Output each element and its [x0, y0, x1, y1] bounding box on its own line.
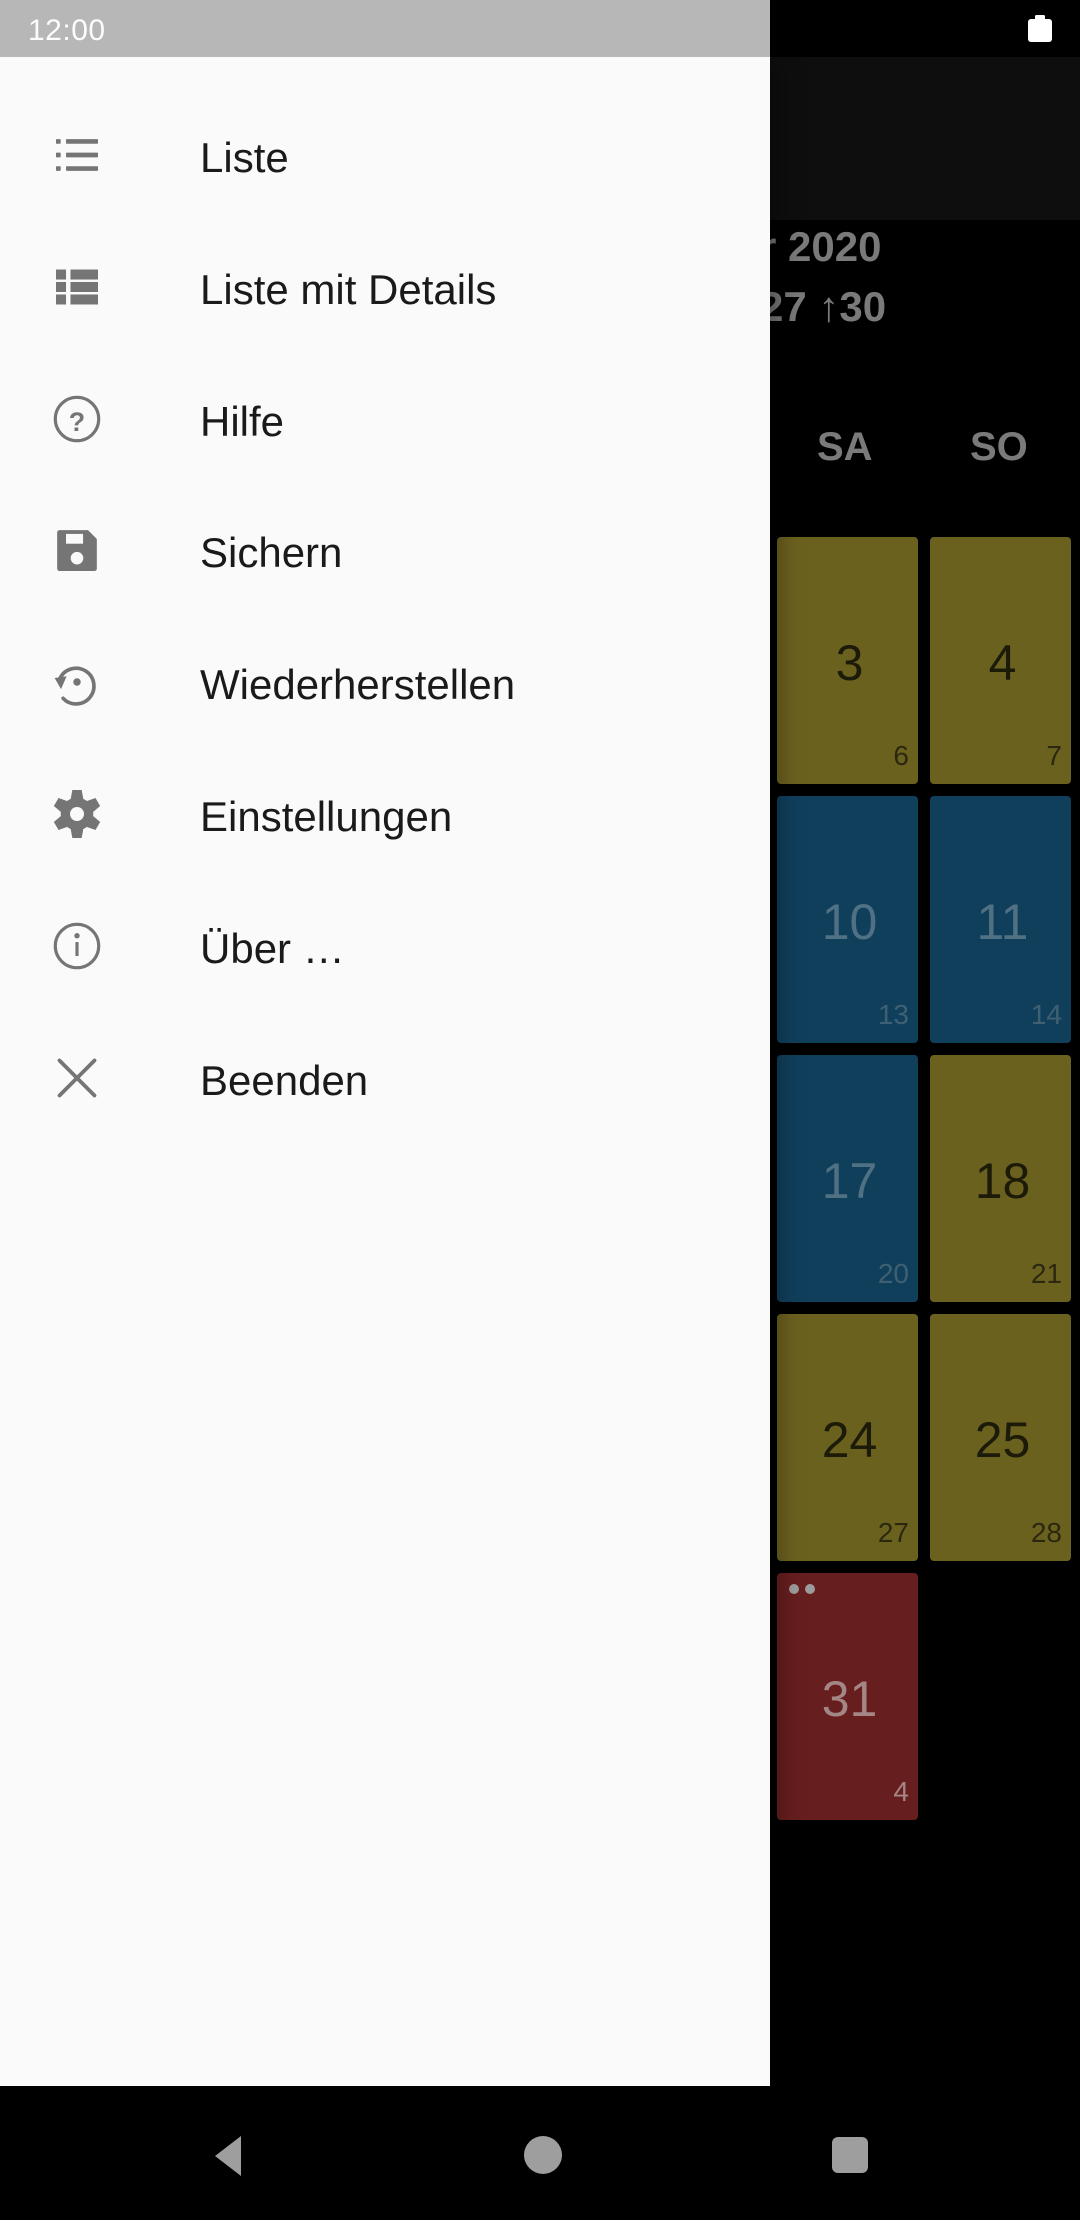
svg-text:?: ? [69, 407, 85, 437]
